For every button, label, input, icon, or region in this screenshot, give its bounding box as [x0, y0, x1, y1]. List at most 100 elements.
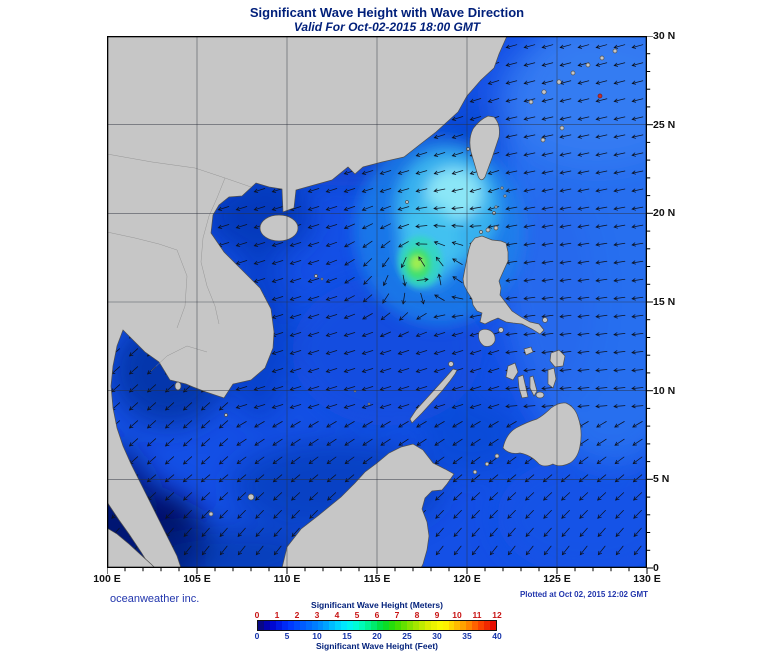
meters-tick-label: 0 — [254, 610, 260, 620]
marinduque-islet — [498, 327, 504, 333]
y-axis-tick-label: 15 N — [653, 296, 676, 308]
x-axis-tick-label: 115 E — [363, 573, 391, 585]
colorbar-cell — [329, 621, 336, 630]
colorbar-cell — [406, 621, 413, 630]
colorbar-cell — [347, 621, 354, 630]
sulu-islet — [472, 469, 478, 475]
colorbar-cell — [359, 621, 366, 630]
meters-tick-label: 11 — [472, 610, 482, 620]
borneo-island — [281, 443, 455, 568]
colorbar-cell — [287, 621, 294, 630]
feet-tick-label: 30 — [432, 631, 442, 641]
brand-text: oceanweather inc. — [110, 593, 200, 605]
colorbar-cell — [275, 621, 282, 630]
ryukyu-islet — [585, 62, 591, 68]
colorbar-cell — [430, 621, 437, 630]
colorbar-cell — [490, 621, 497, 630]
feet-tick-label: 15 — [342, 631, 352, 641]
babuyan-islet — [485, 227, 491, 233]
y-axis-tick-label: 5 N — [653, 473, 670, 486]
ryukyu-islet — [599, 55, 605, 61]
y-axis-tick-label: 25 N — [653, 118, 676, 131]
x-axis-tick-label: 105 E — [183, 573, 211, 585]
wave-height-map — [107, 36, 653, 574]
colorbar-cell — [424, 621, 431, 630]
longitude-axis-labels: 100 E 105 E 110 E 115 E 120 E 125 E 130 E — [93, 573, 660, 587]
valid-time-subtitle: Valid For Oct-02-2015 18:00 GMT — [293, 20, 481, 34]
x-axis-tick-label: 130 E — [633, 573, 661, 585]
colorbar-cell — [478, 621, 485, 630]
meters-tick-label: 2 — [294, 610, 300, 620]
miyako-islet — [559, 125, 565, 131]
meters-tick-label: 9 — [434, 610, 440, 620]
red-marker-islet — [597, 93, 603, 99]
y-axis-tick-label: 0 — [653, 562, 659, 574]
colorbar-feet-ticks: 0 5 10 15 20 25 30 35 40 — [255, 631, 502, 641]
page-title: Significant Wave Height with Wave Direct… — [249, 5, 525, 20]
hainan-island — [259, 214, 299, 242]
colorbar-cell — [258, 621, 264, 630]
batanes-islet — [494, 205, 498, 209]
meters-tick-label: 8 — [414, 610, 420, 620]
pratas-islet — [405, 200, 409, 204]
feet-tick-label: 20 — [372, 631, 382, 641]
feet-tick-label: 35 — [462, 631, 472, 641]
meters-tick-label: 3 — [314, 610, 320, 620]
latlon-grid — [107, 36, 647, 568]
paracel-islet — [320, 277, 324, 281]
colorbar-cell — [377, 621, 384, 630]
colorbar-cell — [418, 621, 425, 630]
orchid-islet — [503, 194, 507, 198]
spratly-islet — [367, 402, 371, 406]
landmasses — [107, 36, 618, 568]
colorbar-cell — [371, 621, 378, 630]
paracel-islet — [314, 274, 318, 278]
x-axis-tick-label: 110 E — [273, 573, 301, 585]
colorbar-cell — [460, 621, 467, 630]
meters-tick-label: 1 — [274, 610, 280, 620]
bohol-island — [535, 391, 545, 399]
mindanao-island — [502, 402, 582, 467]
colorbar-cell — [394, 621, 401, 630]
asia-mainland — [107, 36, 508, 568]
palawan-island — [409, 368, 458, 424]
sulu-islet — [484, 461, 490, 467]
meters-tick-label: 10 — [452, 610, 462, 620]
anambas-islet — [208, 511, 214, 517]
colorbar-cell — [281, 621, 288, 630]
ishigaki-islet — [540, 137, 546, 143]
ryukyu-islet — [556, 79, 562, 85]
colorbar-cell — [400, 621, 407, 630]
colorbar-cell — [412, 621, 419, 630]
colorbar-cell — [263, 621, 270, 630]
colorbar-cell — [448, 621, 455, 630]
colorbar-cell — [299, 621, 306, 630]
colorbar-cell — [323, 621, 330, 630]
taiwan-island — [469, 115, 500, 181]
luzon-island — [462, 235, 545, 335]
colorbar-cell — [383, 621, 389, 630]
y-axis-tick-label: 30 N — [653, 30, 676, 42]
colorbar-cell — [365, 621, 372, 630]
colorbar-gradient — [257, 620, 497, 631]
colorbar-cell — [353, 621, 360, 630]
colorbar-cell — [454, 621, 461, 630]
sumatra-island — [107, 527, 156, 568]
wave-height-maximum — [398, 236, 442, 288]
y-axis-tick-label: 20 N — [653, 207, 676, 220]
babuyan-islet — [493, 225, 499, 231]
babuyan-islet — [479, 230, 483, 234]
green-islet — [500, 186, 504, 190]
samar-island — [549, 349, 566, 368]
y-axis-tick-label: 10 N — [653, 384, 676, 397]
colorbar-cell — [311, 621, 318, 630]
colorbar-cell — [335, 621, 342, 630]
meters-tick-label: 5 — [354, 610, 360, 620]
x-axis-tick-label: 120 E — [453, 573, 481, 585]
meters-tick-label: 12 — [492, 610, 502, 620]
x-axis-tick-label: 125 E — [543, 573, 571, 585]
feet-tick-label: 25 — [402, 631, 412, 641]
colorbar-cell — [317, 621, 324, 630]
ryukyu-islet — [528, 99, 534, 105]
